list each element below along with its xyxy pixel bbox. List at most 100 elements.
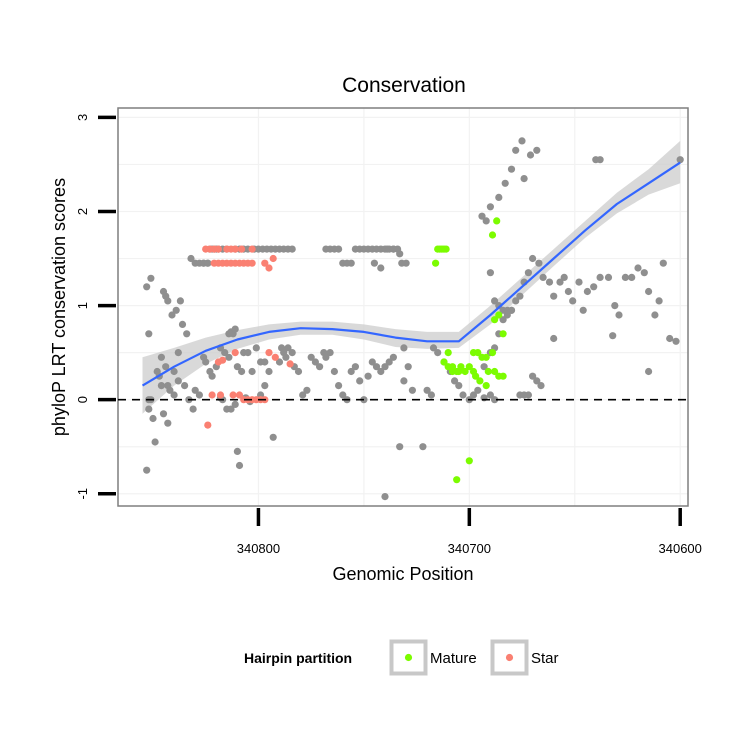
point-star <box>248 245 256 253</box>
y-axis: -1 0 1 2 3 <box>75 114 116 500</box>
point-other <box>569 297 577 305</box>
point-other <box>550 334 558 343</box>
point-other <box>299 391 307 399</box>
point-other <box>434 349 442 357</box>
point-other <box>231 400 239 408</box>
point-other <box>166 386 174 394</box>
point-mature <box>482 382 490 390</box>
point-other <box>261 358 269 366</box>
point-other <box>372 363 381 371</box>
point-other <box>429 344 438 352</box>
legend-key-mature <box>389 639 428 676</box>
point-star <box>261 259 269 267</box>
chart-title: Conservation <box>342 74 466 97</box>
point-other <box>529 254 537 263</box>
point-other <box>204 259 212 267</box>
point-other <box>227 405 235 413</box>
point-other <box>172 306 180 314</box>
data-points <box>143 137 684 501</box>
point-other <box>339 391 347 399</box>
point-other <box>311 358 319 366</box>
point-star <box>229 391 237 399</box>
point-other <box>335 382 343 390</box>
point-other <box>347 259 355 267</box>
point-other <box>356 377 364 385</box>
point-mature <box>491 316 499 324</box>
legend-label-star: Star <box>531 650 559 667</box>
point-other <box>507 165 516 173</box>
point-other <box>666 334 674 343</box>
point-other <box>455 382 463 390</box>
point-mature <box>488 349 497 357</box>
y-axis-title: phyloP LRT conservation scores <box>49 178 69 436</box>
legend-items: Mature Star <box>389 639 559 676</box>
point-star <box>238 245 246 253</box>
point-other <box>404 363 412 371</box>
point-other <box>604 273 613 281</box>
point-other <box>330 367 338 376</box>
x-axis: 340800 340700 340600 <box>237 508 702 556</box>
legend-title: Hairpin partition <box>244 650 352 666</box>
point-other <box>248 367 256 376</box>
point-other <box>164 297 172 305</box>
point-other <box>402 259 410 267</box>
point-other <box>303 386 311 394</box>
point-other <box>370 259 378 267</box>
point-other <box>143 283 151 291</box>
point-mature <box>432 259 440 267</box>
point-star <box>265 349 273 357</box>
point-other <box>499 316 507 324</box>
smooth-line <box>141 161 681 387</box>
point-other <box>529 372 537 380</box>
point-other <box>621 273 630 281</box>
point-other <box>518 137 526 145</box>
point-other <box>225 353 233 361</box>
point-star <box>286 360 294 368</box>
plot-panel-border <box>117 107 689 507</box>
point-other <box>265 367 273 376</box>
point-other <box>564 287 573 296</box>
point-other <box>385 358 393 366</box>
point-other <box>176 297 184 305</box>
point-other <box>351 363 359 371</box>
point-other <box>252 344 260 352</box>
point-mature <box>461 367 469 376</box>
point-other <box>676 156 684 164</box>
point-other <box>168 311 176 319</box>
point-other <box>233 447 241 455</box>
point-other <box>533 377 541 385</box>
point-other <box>520 175 528 183</box>
point-other <box>347 367 355 376</box>
point-other <box>486 203 494 211</box>
point-other <box>288 349 296 357</box>
point-other <box>189 405 197 413</box>
point-other <box>672 337 680 345</box>
point-other <box>174 377 182 385</box>
point-other <box>282 353 290 361</box>
point-other <box>307 353 315 361</box>
y-tick-label: 0 <box>75 396 90 403</box>
point-other <box>469 391 478 399</box>
x-tick-label: 340600 <box>659 541 702 556</box>
point-other <box>596 273 604 281</box>
point-other <box>512 146 520 154</box>
point-other <box>537 382 545 390</box>
point-other <box>478 212 486 220</box>
point-other <box>394 245 402 253</box>
point-other <box>516 292 524 300</box>
point-other <box>609 332 617 340</box>
point-mature <box>444 349 452 357</box>
legend: Hairpin partition Mature Star <box>244 639 559 676</box>
point-other <box>284 344 292 352</box>
point-other <box>151 438 159 446</box>
point-mature <box>488 231 497 239</box>
point-other <box>526 151 535 159</box>
point-other <box>221 349 229 357</box>
point-other <box>474 386 482 394</box>
point-other <box>238 367 246 376</box>
point-other <box>579 306 587 314</box>
point-other <box>164 419 172 427</box>
point-other <box>495 193 503 201</box>
point-other <box>162 363 170 371</box>
